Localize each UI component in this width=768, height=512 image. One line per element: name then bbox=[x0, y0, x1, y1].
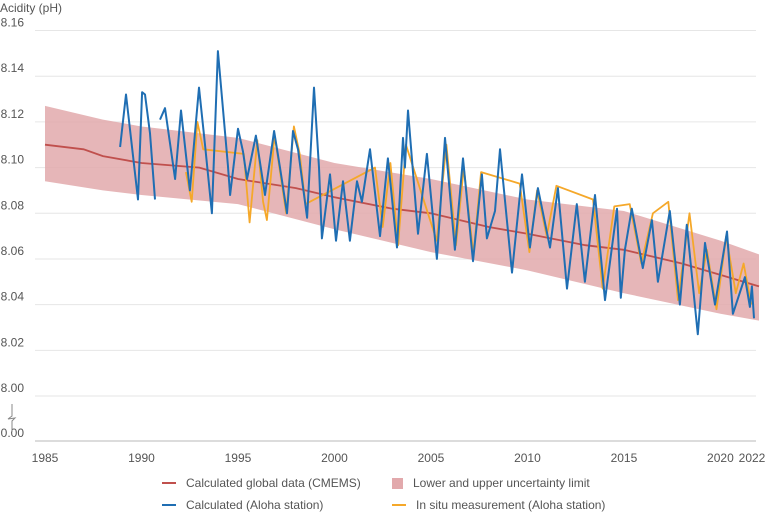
y-tick-label: 8.00 bbox=[1, 381, 25, 395]
legend-swatch-aloha bbox=[162, 504, 176, 506]
axes: 8.00 8.02 8.04 8.06 8.08 8.10 8.12 8.14 8.16 0.00… bbox=[1, 16, 766, 466]
legend-swatch-band bbox=[392, 477, 403, 489]
y-tick-label: 8.10 bbox=[1, 153, 25, 167]
x-tick-label: 2015 bbox=[611, 451, 638, 465]
y-tick-label: 8.02 bbox=[1, 335, 25, 349]
x-tick-label: 1995 bbox=[225, 451, 252, 465]
legend-swatch-insitu bbox=[392, 504, 406, 506]
y-tick-label-zero: 0.00 bbox=[1, 426, 25, 440]
legend-label-aloha: Calculated (Aloha station) bbox=[186, 498, 324, 512]
x-tick-label: 1990 bbox=[128, 451, 155, 465]
x-tick-label: 1985 bbox=[32, 451, 59, 465]
series-lines bbox=[44, 50, 760, 336]
y-tick-label: 8.04 bbox=[1, 290, 25, 304]
legend-label-insitu: In situ measurement (Aloha station) bbox=[416, 498, 606, 512]
legend-item-insitu: In situ measurement (Aloha station) bbox=[392, 498, 605, 512]
x-tick-label: 2000 bbox=[321, 451, 348, 465]
chart-area: 8.00 8.02 8.04 8.06 8.08 8.10 8.12 8.14 8.16 0.00… bbox=[0, 1, 766, 466]
uncertainty-band-area bbox=[45, 105, 759, 321]
y-tick-label: 8.14 bbox=[1, 61, 25, 75]
legend-item-aloha: Calculated (Aloha station) bbox=[162, 498, 323, 512]
axis-break-icon bbox=[7, 404, 17, 432]
legend-swatch-cmems bbox=[162, 482, 176, 484]
x-tick-label: 2022 bbox=[739, 451, 766, 465]
y-tick-label: 8.12 bbox=[1, 107, 25, 121]
y-axis-title: Acidity (pH) bbox=[0, 1, 62, 15]
uncertainty-band bbox=[45, 105, 759, 321]
x-tick-label: 2005 bbox=[418, 451, 445, 465]
legend-item-cmems: Calculated global data (CMEMS) bbox=[162, 476, 361, 490]
legend-item-band: Lower and upper uncertainty limit bbox=[392, 476, 590, 490]
y-tick-label: 8.06 bbox=[1, 244, 25, 258]
legend-label-band: Lower and upper uncertainty limit bbox=[413, 476, 590, 490]
y-tick-label: 8.16 bbox=[1, 16, 25, 30]
series-line-aloha bbox=[119, 50, 755, 336]
x-tick-label: 2010 bbox=[514, 451, 541, 465]
legend-label-cmems: Calculated global data (CMEMS) bbox=[186, 476, 361, 490]
x-tick-label: 2020 bbox=[707, 451, 734, 465]
y-tick-label: 8.08 bbox=[1, 198, 25, 212]
